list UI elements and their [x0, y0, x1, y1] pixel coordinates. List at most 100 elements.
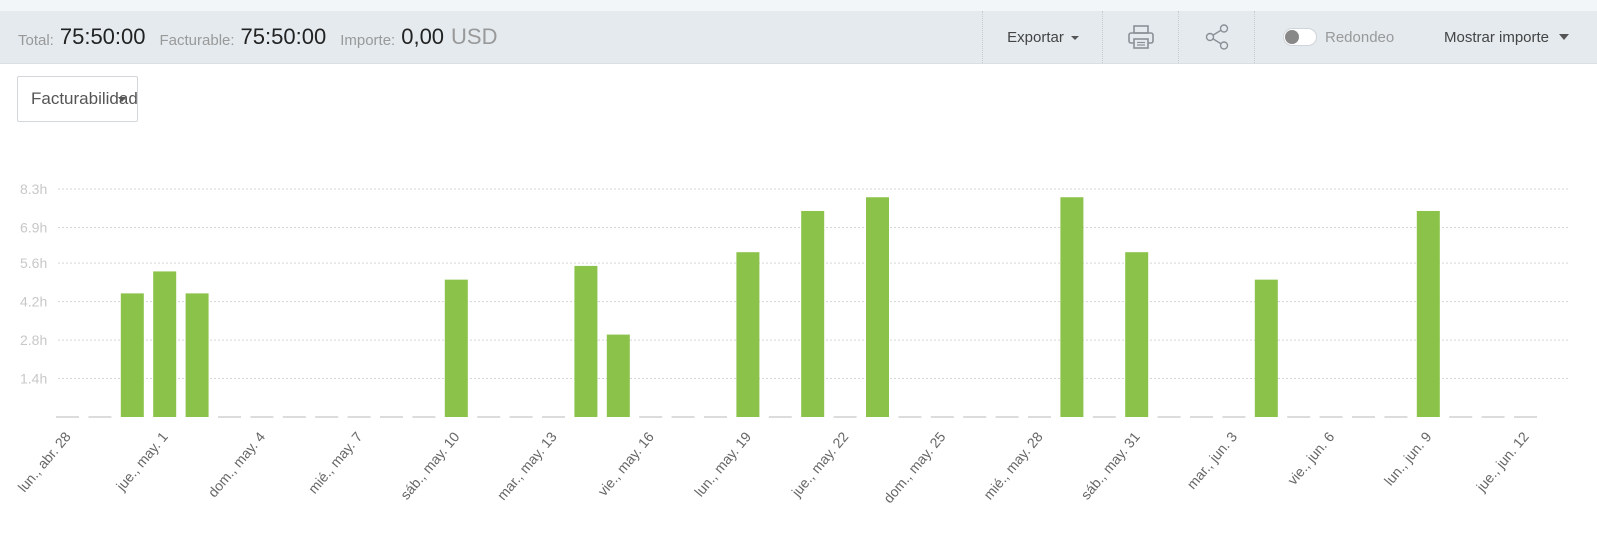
x-tick-label: mié., may. 28: [980, 428, 1046, 502]
bar[interactable]: [1254, 279, 1278, 417]
bar-empty: [1157, 416, 1181, 418]
y-tick-label: 5.6h: [20, 255, 47, 271]
x-tick-label: jue., may. 1: [112, 428, 171, 494]
x-tick-label: vie., may. 16: [594, 428, 657, 498]
bar[interactable]: [866, 197, 889, 417]
billable-value: 75:50:00: [240, 24, 327, 49]
bar-empty: [250, 416, 274, 418]
bar[interactable]: [153, 271, 177, 417]
bar[interactable]: [444, 279, 468, 417]
chevron-down-icon: [1070, 36, 1079, 40]
show-amount-label: Mostrar importe: [1444, 28, 1550, 46]
export-dropdown[interactable]: Exportar: [982, 11, 1103, 63]
bar[interactable]: [736, 252, 760, 417]
x-tick-label: dom., may. 25: [880, 428, 949, 506]
totals-group: Total: 75:50:00 Facturable: 75:50:00 Imp…: [18, 11, 498, 63]
bar[interactable]: [120, 293, 144, 417]
bar-empty: [1222, 416, 1246, 418]
bar[interactable]: [1125, 252, 1149, 417]
y-tick-label: 2.8h: [20, 332, 47, 348]
total-label: Total:: [18, 31, 54, 49]
bar-empty: [218, 416, 241, 418]
x-tick-label: jue., jun. 12: [1472, 428, 1532, 495]
x-tick-label: lun., jun. 9: [1381, 428, 1435, 488]
x-tick-label: jue., may. 22: [788, 428, 852, 500]
x-tick-label: sáb., may. 31: [1077, 428, 1143, 502]
bar-empty: [477, 416, 501, 418]
bar[interactable]: [574, 265, 598, 417]
x-tick-label: dom., may. 4: [205, 428, 269, 500]
billability-bar-chart: 1.4h 2.8h 4.2h 5.6h 6.9h 8.3h lun., abr. 28 ju…: [15, 181, 1568, 506]
bar-empty: [671, 416, 695, 418]
y-axis-ticks: 1.4h 2.8h 4.2h 5.6h 6.9h 8.3h: [20, 181, 47, 387]
export-label: Exportar: [1007, 28, 1064, 46]
x-tick-label: mié., may. 7: [305, 428, 366, 496]
bar-empty: [315, 416, 339, 418]
bar-empty: [1028, 416, 1051, 418]
top-strip: [0, 0, 1597, 11]
grouping-select-value: Facturabilidad: [31, 89, 138, 108]
bar[interactable]: [1416, 210, 1440, 417]
x-tick-label: sáb., may. 10: [397, 428, 463, 502]
grouping-select[interactable]: Facturabilidad: [17, 76, 138, 122]
y-tick-label: 1.4h: [20, 371, 47, 387]
share-button[interactable]: [1178, 11, 1255, 63]
y-tick-label: 4.2h: [20, 294, 47, 310]
bar[interactable]: [1060, 197, 1084, 417]
toggle-knob: [1285, 30, 1299, 44]
print-button[interactable]: [1102, 11, 1179, 63]
bar[interactable]: [185, 293, 209, 417]
rounding-toggle-group[interactable]: Redondeo: [1254, 11, 1414, 63]
amount-value: 0,00: [401, 24, 445, 49]
x-tick-label: lun., abr. 28: [15, 428, 74, 494]
x-tick-label: mar., may. 13: [494, 428, 560, 503]
bar-empty: [1319, 416, 1343, 418]
summary-header: Total: 75:50:00 Facturable: 75:50:00 Imp…: [0, 11, 1597, 64]
bar-empty: [380, 416, 403, 418]
bar-empty: [1287, 416, 1311, 418]
bar-empty: [898, 416, 922, 418]
chevron-down-icon: [1559, 34, 1570, 40]
bar-empty: [56, 416, 79, 418]
bar-empty: [833, 416, 857, 418]
chart-bars: [56, 197, 1537, 418]
y-tick-label: 8.3h: [20, 181, 47, 197]
rounding-toggle[interactable]: [1283, 28, 1317, 46]
x-axis-ticks: lun., abr. 28 jue., may. 1 dom., may. 4 mié…: [15, 428, 1532, 506]
bar-empty: [412, 416, 436, 418]
bar-empty: [639, 416, 663, 418]
bar-empty: [1384, 416, 1408, 418]
y-tick-label: 6.9h: [20, 219, 47, 235]
billable-label: Facturable:: [159, 31, 235, 49]
share-icon: [1205, 24, 1229, 50]
chevron-down-icon: [118, 97, 126, 102]
bar[interactable]: [801, 210, 825, 417]
amount-currency: USD: [451, 24, 498, 49]
bar-empty: [1352, 416, 1375, 418]
bar-empty: [542, 416, 565, 418]
bar-empty: [995, 416, 1019, 418]
bar-empty: [1514, 416, 1537, 418]
bar-empty: [1481, 416, 1505, 418]
bar-empty: [88, 416, 112, 418]
bar-empty: [768, 416, 792, 418]
bar-empty: [509, 416, 533, 418]
bar-empty: [1092, 416, 1116, 418]
bar-empty: [282, 416, 306, 418]
bar-empty: [963, 416, 987, 418]
x-tick-label: lun., may. 19: [691, 428, 754, 499]
rounding-label: Redondeo: [1325, 28, 1395, 46]
bar[interactable]: [606, 334, 630, 417]
amount-label: Importe:: [340, 31, 396, 49]
printer-icon: [1128, 25, 1154, 49]
bar-empty: [1449, 416, 1473, 418]
bar-empty: [347, 416, 371, 418]
bar-empty: [930, 416, 954, 418]
x-tick-label: vie., jun. 6: [1284, 428, 1337, 487]
show-amount-dropdown[interactable]: Mostrar importe: [1444, 11, 1570, 63]
bar-empty: [1190, 416, 1213, 418]
x-tick-label: mar., jun. 3: [1183, 428, 1240, 492]
report-panel: [0, 11, 1597, 546]
total-value: 75:50:00: [59, 24, 146, 49]
bar-empty: [704, 416, 727, 418]
